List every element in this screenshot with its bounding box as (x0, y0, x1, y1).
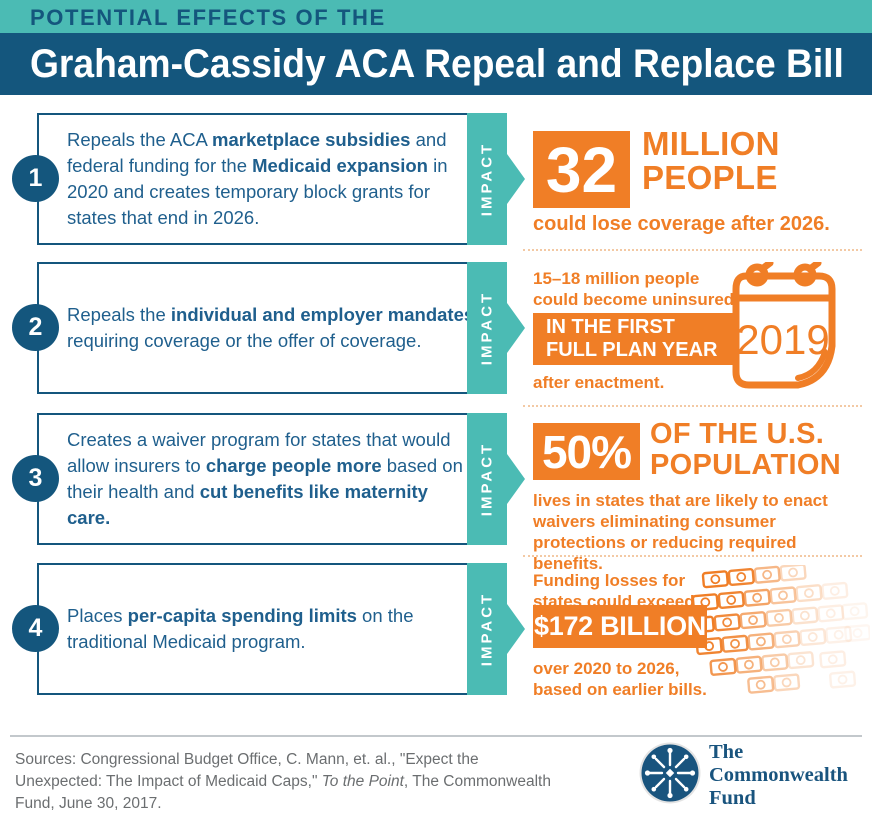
impact-arrow-ribbon: IMPACT (466, 112, 507, 245)
row-4-description: Places per-capita spending limits on the… (67, 605, 414, 652)
row-2-description: Repeals the individual and employer mand… (67, 304, 475, 351)
page-title: Graham-Cassidy ACA Repeal and Replace Bi… (30, 42, 844, 86)
commonwealth-fund-logo (639, 742, 701, 804)
row-2-impact-tail: after enactment. (533, 373, 665, 392)
row-3-description-box: Creates a waiver program for states that… (37, 412, 507, 545)
impact-label: IMPACT (478, 141, 495, 216)
footer-divider (10, 735, 862, 737)
logo-wordmark: The Commonwealth Fund (709, 741, 848, 809)
row-2: 2 Repeals the individual and employer ma… (0, 261, 872, 394)
calendar-year: 2019 (736, 316, 829, 363)
row-3: 3 Creates a waiver program for states th… (0, 412, 872, 573)
impact-label: IMPACT (478, 290, 495, 365)
stat-50pct-box: 50% (533, 423, 640, 480)
row-3-impact-headline: OF THE U.S. POPULATION (650, 418, 841, 481)
row-3-description: Creates a waiver program for states that… (67, 429, 463, 528)
impact-arrow-ribbon: IMPACT (466, 562, 507, 695)
sources-text: Sources: Congressional Budget Office, C.… (15, 751, 551, 812)
row-2-impact-lead: 15–18 million people could become uninsu… (533, 269, 735, 309)
dotted-separator (523, 249, 862, 251)
calendar-icon: 2019 (732, 262, 836, 389)
row-1: 1 Repeals the ACA marketplace subsidies … (0, 112, 872, 245)
impact-label: IMPACT (478, 441, 495, 516)
header-kicker: POTENTIAL EFFECTS OF THE (30, 5, 386, 30)
header-title-band: Graham-Cassidy ACA Repeal and Replace Bi… (0, 33, 872, 95)
row-4: 4 Places per-capita spending limits on t… (0, 562, 872, 699)
row-1-impact-caption: could lose coverage after 2026. (533, 213, 830, 235)
row-4-description-box: Places per-capita spending limits on the… (37, 562, 507, 695)
row-2-description-box: Repeals the individual and employer mand… (37, 261, 507, 394)
dotted-separator (523, 555, 862, 557)
impact-arrow-ribbon: IMPACT (466, 412, 507, 545)
row-4-impact-tail: over 2020 to 2026, based on earlier bill… (533, 659, 707, 699)
row-3-number-badge: 3 (12, 455, 59, 502)
row-1-impact-headline: MILLION PEOPLE (642, 125, 780, 196)
row-2-impact-box: IN THE FIRST FULL PLAN YEAR (533, 313, 733, 365)
stat-172b-box: $172 BILLION (533, 605, 707, 648)
dotted-separator (523, 405, 862, 407)
row-1-description: Repeals the ACA marketplace subsidies an… (67, 129, 448, 228)
row-1-description-box: Repeals the ACA marketplace subsidies an… (37, 112, 507, 245)
row-2-number-badge: 2 (12, 304, 59, 351)
row-3-impact-caption: lives in states that are likely to enact… (533, 491, 828, 573)
header-kicker-band: POTENTIAL EFFECTS OF THE (0, 0, 872, 33)
impact-arrow-ribbon: IMPACT (466, 261, 507, 394)
impact-label: IMPACT (478, 591, 495, 666)
row-1-number-badge: 1 (12, 155, 59, 202)
row-4-number-badge: 4 (12, 605, 59, 652)
stat-32-box: 32 (533, 131, 630, 208)
